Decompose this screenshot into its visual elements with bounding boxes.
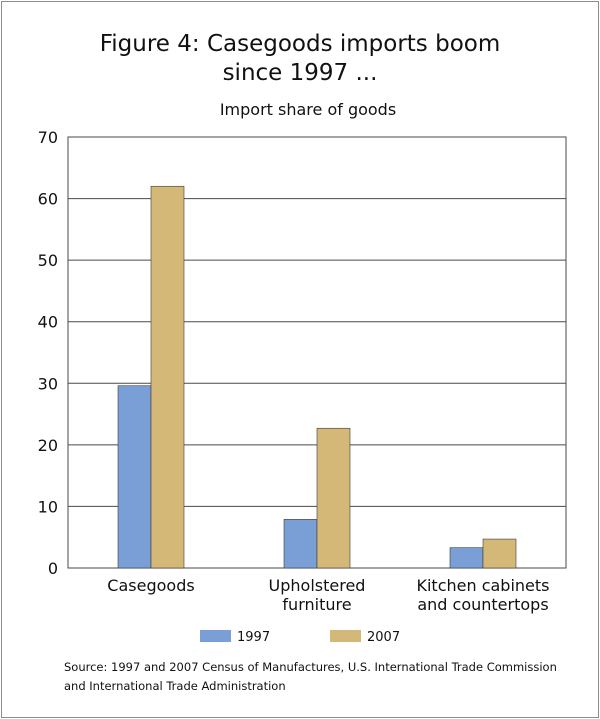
legend-swatch-2007 (330, 630, 361, 642)
x-category-label-3: Kitchen cabinets and countertops (416, 576, 549, 614)
bar-1997-2 (283, 519, 318, 569)
source-note: Source: 1997 and 2007 Census of Manufact… (64, 658, 584, 696)
legend-label-2007: 2007 (367, 630, 400, 645)
legend-label-1997: 1997 (237, 630, 270, 645)
y-tick-label-60: 60 (38, 190, 58, 209)
x-category-label-3-line-2: and countertops (417, 595, 548, 614)
y-tick-label-20: 20 (38, 436, 58, 455)
x-category-label-2: Upholstered furniture (269, 576, 366, 614)
legend-swatch-1997 (200, 630, 231, 642)
x-category-label-2-line-2: furniture (282, 595, 351, 614)
y-tick-label-70: 70 (38, 128, 58, 147)
chart-title-line-2: since 1997 ... (222, 60, 378, 86)
chart-subtitle: Import share of goods (219, 100, 397, 119)
bar-2007-2 (316, 427, 351, 569)
chart-title: Figure 4: Casegoods imports boom since 1… (0, 30, 600, 88)
source-line-1: Source: 1997 and 2007 Census of Manufact… (64, 660, 557, 674)
x-category-label-1-line-1: Casegoods (107, 576, 194, 595)
y-tick-label-0: 0 (48, 559, 58, 578)
y-tick-label-30: 30 (38, 374, 58, 393)
x-category-label-2-line-1: Upholstered (269, 576, 366, 595)
bar-2007-3 (482, 538, 517, 569)
bar-1997-3 (449, 547, 484, 569)
x-category-label-3-line-1: Kitchen cabinets (416, 576, 549, 595)
bar-1997-1 (117, 385, 152, 569)
y-tick-label-40: 40 (38, 313, 58, 332)
chart-title-line-1: Figure 4: Casegoods imports boom (99, 31, 501, 57)
x-category-label-1: Casegoods (107, 576, 194, 595)
y-tick-label-50: 50 (38, 251, 58, 270)
bar-2007-1 (150, 185, 185, 569)
source-line-2: and International Trade Administration (64, 679, 286, 693)
y-tick-label-10: 10 (38, 497, 58, 516)
